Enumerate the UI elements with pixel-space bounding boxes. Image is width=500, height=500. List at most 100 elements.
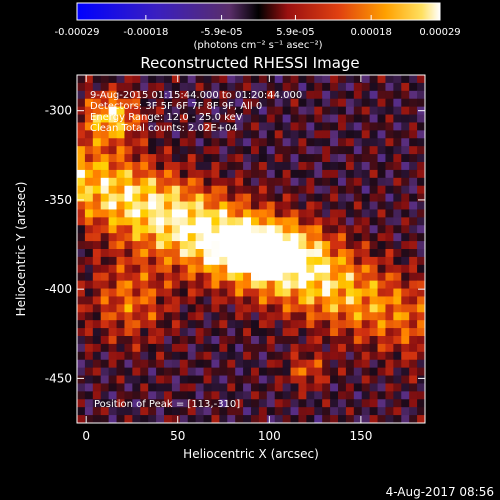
heatmap-cell <box>417 351 425 361</box>
heatmap-cell <box>330 391 339 400</box>
heatmap-cell <box>393 399 402 408</box>
heatmap-cell <box>251 241 260 250</box>
heatmap-cell <box>140 217 149 226</box>
heatmap-cell <box>187 264 197 274</box>
heatmap-cell <box>353 241 363 250</box>
heatmap-cell <box>124 185 133 195</box>
heatmap-cell <box>298 296 307 305</box>
heatmap-cell <box>84 264 94 274</box>
heatmap-cell <box>219 272 228 282</box>
heatmap-cell <box>282 328 292 337</box>
heatmap-cell <box>369 320 379 329</box>
heatmap-cell <box>266 225 276 234</box>
heatmap-cell <box>219 177 228 187</box>
heatmap-cell <box>203 249 213 258</box>
heatmap-cell <box>148 154 157 163</box>
heatmap-cell <box>211 328 220 337</box>
heatmap-cell <box>187 154 197 163</box>
heatmap-cell <box>417 193 425 203</box>
heatmap-cell <box>148 256 157 266</box>
heatmap-cell <box>353 343 363 353</box>
heatmap-cell <box>338 249 347 258</box>
heatmap-cell <box>338 114 347 124</box>
heatmap-cell <box>92 304 102 313</box>
heatmap-cell <box>100 391 110 400</box>
heatmap-cell <box>353 75 363 84</box>
heatmap-cell <box>282 114 292 124</box>
heatmap-cell <box>338 407 347 416</box>
heatmap-cell <box>187 304 197 313</box>
heatmap-cell <box>179 138 189 147</box>
heatmap-cell <box>330 138 339 147</box>
heatmap-cell <box>401 209 410 218</box>
heatmap-cell <box>251 415 260 423</box>
heatmap-cell <box>338 146 347 155</box>
heatmap-cell <box>171 177 181 187</box>
heatmap-cell <box>108 90 118 100</box>
heatmap-cell <box>148 399 157 408</box>
heatmap-cell <box>385 122 394 131</box>
heatmap-cell <box>361 154 371 163</box>
heatmap-cell <box>298 217 307 226</box>
heatmap-cell <box>353 193 363 203</box>
heatmap-cell <box>77 343 86 353</box>
heatmap-cell <box>306 383 315 392</box>
heatmap-cell <box>401 272 410 282</box>
heatmap-cell <box>361 130 371 139</box>
heatmap-cell <box>330 162 339 171</box>
heatmap-cell <box>353 106 363 116</box>
heatmap-cell <box>140 193 149 203</box>
heatmap-cell <box>219 162 228 171</box>
heatmap-cell <box>298 138 307 147</box>
heatmap-cell <box>243 264 252 274</box>
heatmap-cell <box>100 280 110 290</box>
heatmap-cell <box>227 288 236 298</box>
heatmap-cell <box>251 75 260 84</box>
heatmap-cell <box>393 249 402 258</box>
heatmap-cell <box>92 169 102 179</box>
colorbar-units: (photons cm⁻² s⁻¹ asec⁻²) <box>193 40 322 51</box>
heatmap-cell <box>266 185 276 195</box>
heatmap-cell <box>369 336 379 345</box>
heatmap-cell <box>306 328 315 337</box>
heatmap-cell <box>227 185 236 195</box>
heatmap-cell <box>243 367 252 377</box>
heatmap-cell <box>77 154 86 163</box>
heatmap-cell <box>156 351 165 361</box>
heatmap-cell <box>274 217 284 226</box>
heatmap-cell <box>124 82 133 92</box>
heatmap-cell <box>148 280 157 290</box>
heatmap-cell <box>235 177 244 187</box>
heatmap-cell <box>306 169 315 179</box>
heatmap-cell <box>148 272 157 282</box>
heatmap-cell <box>243 154 252 163</box>
heatmap-cell <box>203 336 213 345</box>
heatmap-cell <box>401 328 410 337</box>
heatmap-cell <box>148 185 157 195</box>
heatmap-cell <box>266 249 276 258</box>
heatmap-cell <box>409 399 418 408</box>
heatmap-cell <box>203 114 213 124</box>
heatmap-cell <box>251 264 260 274</box>
heatmap-cell <box>274 225 284 234</box>
colorbar-tick-label: -0.00018 <box>123 27 168 38</box>
heatmap-cell <box>377 233 387 242</box>
heatmap-cell <box>258 162 268 171</box>
heatmap-cell <box>369 304 379 313</box>
heatmap-cell <box>274 90 284 100</box>
heatmap-cell <box>219 75 228 84</box>
heatmap-cell <box>385 193 394 203</box>
heatmap-cell <box>361 98 371 108</box>
heatmap-cell <box>148 146 157 155</box>
heatmap-cell <box>369 312 379 321</box>
heatmap-cell <box>164 296 173 305</box>
heatmap-cell <box>401 75 410 84</box>
heatmap-cell <box>401 399 410 408</box>
heatmap-cell <box>156 320 165 329</box>
heatmap-cell <box>148 359 157 369</box>
heatmap-cell <box>274 383 284 392</box>
heatmap-cell <box>77 288 86 298</box>
heatmap-cell <box>140 185 149 195</box>
heatmap-cell <box>235 280 244 290</box>
heatmap-cell <box>156 75 165 84</box>
